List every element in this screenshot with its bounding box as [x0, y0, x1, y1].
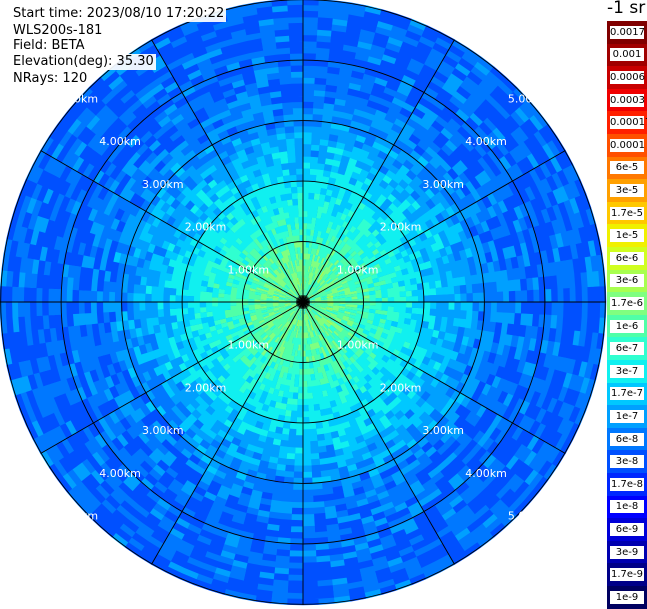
colorbar-tick-label: 3e-5: [610, 184, 644, 197]
ring-labels: 1.00km 1.00km 1.00km 1.00km 2.00km 2.00km 2.00…: [57, 92, 550, 522]
radar-field: [0, 0, 607, 606]
nrays: NRays: 120: [11, 71, 90, 87]
ring-label: 5.00km: [57, 92, 99, 105]
ring-label: 2.00km: [380, 221, 422, 234]
colorbar-tick-label: 1.7e-8: [610, 477, 644, 491]
ring-label: 3.00km: [422, 178, 464, 191]
instrument-name: WLS200s-181: [11, 23, 105, 39]
ring-label: 1.00km: [337, 263, 379, 276]
ring-label: 2.00km: [185, 382, 227, 395]
field-gates: [0, 0, 607, 605]
colorbar-tick-label: 6e-5: [610, 161, 644, 175]
colorbar-tick-label: 1e-7: [610, 410, 644, 423]
colorbar-tick-label: 0.0001: [610, 138, 645, 152]
ring-label: 1.00km: [228, 339, 270, 352]
ring-label: 4.00km: [99, 135, 141, 148]
colorbar: 0.0017 0.001 0.0006 0.0003 0.00017 0.0001 6e-5…: [607, 21, 647, 609]
colorbar-tick-label: 1e-6: [610, 319, 644, 333]
azimuth-spoke: [151, 301, 304, 565]
colorbar-tick-label: 6e-7: [610, 342, 644, 356]
colorbar-tick-label: 0.0003: [610, 93, 645, 107]
field-gates: [0, 0, 607, 606]
colorbar-tick-label: 1.7e-6: [610, 297, 644, 310]
colorbar-tick-label: 0.00017: [610, 116, 647, 130]
ring-label: 5.00km: [57, 510, 99, 523]
ring-label: 2.00km: [380, 382, 422, 395]
colorbar-tick-label: 0.0017: [610, 25, 645, 39]
azimuth-spoke: [302, 39, 455, 303]
colorbar-tick-label: 1.7e-7: [610, 387, 644, 401]
field-gates: [211, 218, 389, 388]
colorbar-tick-label: 6e-9: [610, 523, 644, 536]
colorbar-tick-label: 3e-9: [610, 545, 644, 559]
colorbar-tick-label: 6e-6: [610, 251, 644, 265]
start-time: Start time: 2023/08/10 17:20:22: [11, 6, 227, 22]
azimuth-spoke: [151, 39, 304, 303]
ring-label: 4.00km: [465, 135, 507, 148]
ring-label: 3.00km: [422, 424, 464, 437]
field-gates: [145, 146, 455, 460]
field-gates: [113, 122, 473, 484]
colorbar-tick-label: 3e-6: [610, 274, 644, 288]
colorbar-tick-label: 0.0006: [610, 71, 645, 84]
colorbar-tick-label: 6e-8: [610, 432, 644, 446]
ppi-plot: 1.00km 1.00km 1.00km 1.00km 2.00km 2.00km 2.00…: [0, 0, 607, 606]
colorbar-tick-label: 1e-9: [610, 590, 644, 604]
ring-label: 1.00km: [337, 339, 379, 352]
colorbar-units: -1 sr: [607, 0, 646, 18]
azimuth-spoke: [40, 301, 304, 454]
ring-label: 1.00km: [228, 263, 270, 276]
elevation: Elevation(deg): 35.30: [11, 54, 156, 70]
ring-label: 2.00km: [185, 221, 227, 234]
colorbar-tick-label: 3e-7: [610, 364, 644, 378]
field-name: Field: BETA: [11, 38, 87, 54]
colorbar-tick-label: 1e-5: [610, 229, 644, 243]
ring-label: 3.00km: [142, 178, 184, 191]
field-gates: [0, 5, 606, 604]
colorbar-tick-label: 1.7e-9: [610, 568, 644, 582]
ring-label: 4.00km: [465, 467, 507, 480]
ring-label: 4.00km: [99, 467, 141, 480]
colorbar-tick-label: 3e-8: [610, 455, 644, 469]
ring-label: 3.00km: [142, 424, 184, 437]
colorbar-tick-label: 1e-8: [610, 500, 644, 514]
ring-label: 5.00km: [508, 92, 550, 105]
center-tick: [301, 295, 304, 303]
colorbar-tick-label: 0.001: [610, 48, 644, 62]
azimuth-spoke: [40, 150, 304, 303]
azimuth-spoke: [302, 150, 566, 303]
range-azimuth-grid: [0, 0, 606, 605]
azimuth-spoke: [302, 301, 455, 565]
ring-label: 5.00km: [508, 510, 550, 523]
colorbar-tick-label: 1.7e-5: [610, 206, 644, 220]
azimuth-spoke: [302, 301, 566, 454]
